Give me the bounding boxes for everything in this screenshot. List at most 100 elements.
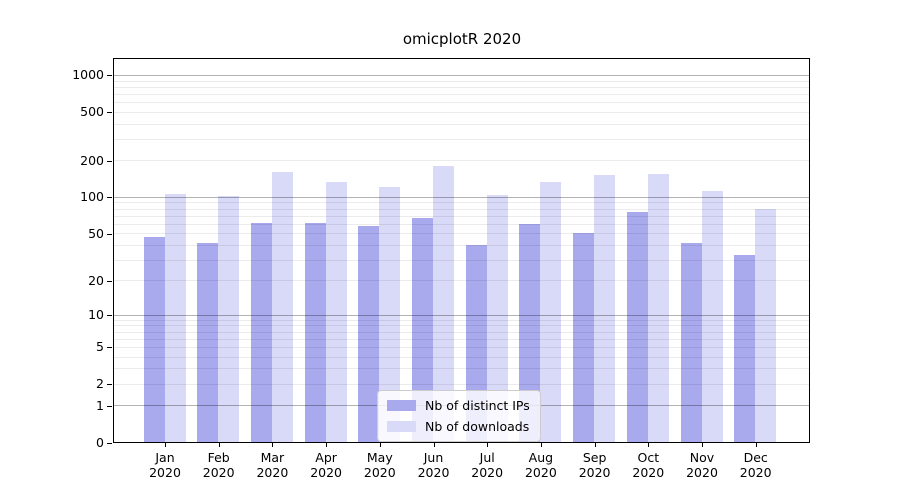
x-tick-mark-jan <box>165 443 166 447</box>
x-tick-mark-jun <box>433 443 435 447</box>
gridline-minor-400 <box>114 123 809 125</box>
x-tick-mark-sep <box>594 443 596 447</box>
x-tick-month: Nov <box>689 450 715 465</box>
y-tick-label-200: 200 <box>80 152 104 168</box>
y-tick-label-50: 50 <box>88 225 104 241</box>
x-tick-label-may: May 2020 <box>340 450 420 480</box>
bar-downloads-jul-2020 <box>486 195 508 442</box>
x-tick-label-sep: Sep 2020 <box>555 450 635 480</box>
bar-downloads-nov-2020 <box>701 191 723 442</box>
x-tick-month: Oct <box>637 450 660 465</box>
y-tick-mark-10 <box>107 315 112 317</box>
bar-ips-jan-2020 <box>143 237 165 442</box>
x-tick-year: 2020 <box>417 465 450 480</box>
x-tick-mark-oct <box>648 443 650 447</box>
x-tick-month: Jul <box>479 450 495 465</box>
x-tick-year: 2020 <box>149 465 181 480</box>
x-tick-year: 2020 <box>524 465 557 480</box>
gridline-minor-80 <box>114 208 809 210</box>
x-tick-mark-may <box>379 443 381 447</box>
y-tick-label-5: 5 <box>96 339 104 355</box>
bar-ips-mar-2020 <box>250 222 272 442</box>
x-tick-label-dec: Dec 2020 <box>716 450 796 480</box>
bar-downloads-oct-2020 <box>647 173 669 442</box>
y-tick-label-1000: 1000 <box>72 67 104 83</box>
x-tick-month: Sep <box>582 450 607 465</box>
gridline-minor-8 <box>114 325 809 327</box>
gridline-minor-5 <box>114 346 809 348</box>
bar-ips-dec-2020 <box>734 254 756 442</box>
x-tick-month: May <box>366 450 393 465</box>
x-tick-mark-mar <box>272 443 274 447</box>
bar-downloads-feb-2020 <box>218 195 240 442</box>
x-tick-mark-dec <box>755 443 757 447</box>
gridline-major-10 <box>114 314 809 316</box>
gridline-minor-200 <box>114 160 809 162</box>
bar-downloads-mar-2020 <box>271 172 293 442</box>
y-tick-mark-5 <box>107 347 112 349</box>
y-tick-mark-1000 <box>107 75 112 77</box>
legend-swatch-ips <box>387 400 416 411</box>
gridline-minor-30 <box>114 259 809 261</box>
x-tick-year: 2020 <box>363 465 396 480</box>
gridline-minor-70 <box>114 215 809 217</box>
gridline-minor-700 <box>114 93 809 95</box>
x-tick-mark-aug <box>540 443 542 447</box>
x-tick-label-aug: Aug 2020 <box>501 450 581 480</box>
y-tick-label-0: 0 <box>96 434 104 450</box>
bar-ips-oct-2020 <box>626 211 648 442</box>
y-tick-mark-2 <box>107 384 112 386</box>
gridline-minor-6 <box>114 338 809 340</box>
y-tick-label-2: 2 <box>96 376 104 392</box>
gridlines-layer <box>114 59 809 442</box>
x-tick-label-oct: Oct 2020 <box>608 450 688 480</box>
legend-label-ips: Nb of distinct IPs <box>425 398 530 413</box>
y-tick-label-100: 100 <box>80 189 104 205</box>
bar-ips-may-2020 <box>358 226 380 442</box>
x-tick-mark-nov <box>702 443 703 447</box>
y-tick-label-500: 500 <box>80 104 104 120</box>
x-tick-mark-feb <box>218 443 220 447</box>
gridline-major-1000 <box>114 74 809 76</box>
x-tick-year: 2020 <box>471 465 504 480</box>
bar-downloads-jan-2020 <box>164 193 186 442</box>
y-tick-mark-200 <box>107 160 112 162</box>
x-tick-month: Dec <box>743 450 768 465</box>
bar-ips-sep-2020 <box>573 233 595 442</box>
gridline-minor-40 <box>114 244 809 246</box>
gridline-minor-9 <box>114 319 809 321</box>
legend-item-ips: Nb of distinct IPs <box>387 398 530 413</box>
gridline-minor-500 <box>114 111 809 113</box>
gridline-minor-300 <box>114 138 809 140</box>
x-tick-mark-apr <box>326 443 328 447</box>
y-tick-mark-0 <box>107 442 112 444</box>
bar-ips-aug-2020 <box>519 223 541 442</box>
gridline-minor-50 <box>114 233 809 235</box>
gridline-minor-20 <box>114 280 809 282</box>
y-tick-label-1: 1 <box>96 397 104 413</box>
gridline-minor-800 <box>114 86 809 88</box>
x-tick-label-feb: Feb 2020 <box>179 450 259 480</box>
x-tick-year: 2020 <box>202 465 235 480</box>
gridline-minor-2 <box>114 383 809 385</box>
x-tick-year: 2020 <box>578 465 611 480</box>
legend-item-downloads: Nb of downloads <box>387 419 530 434</box>
x-tick-label-nov: Nov 2020 <box>662 450 742 480</box>
x-tick-label-mar: Mar 2020 <box>232 450 312 480</box>
x-tick-month: Mar <box>260 450 285 465</box>
x-tick-year: 2020 <box>632 465 665 480</box>
legend-swatch-downloads <box>387 421 416 432</box>
bar-downloads-sep-2020 <box>594 175 616 442</box>
legend: Nb of distinct IPs Nb of downloads <box>377 390 541 442</box>
plot-area: Nb of distinct IPs Nb of downloads <box>113 58 810 443</box>
x-tick-month: Aug <box>528 450 554 465</box>
x-tick-month: Jun <box>423 450 444 465</box>
x-tick-label-apr: Apr 2020 <box>286 450 366 480</box>
y-tick-label-10: 10 <box>88 307 104 323</box>
bars-layer <box>114 59 809 442</box>
x-tick-label-jul: Jul 2020 <box>447 450 527 480</box>
x-tick-label-jun: Jun 2020 <box>394 450 474 480</box>
gridline-minor-600 <box>114 102 809 103</box>
legend-label-downloads: Nb of downloads <box>425 419 530 434</box>
